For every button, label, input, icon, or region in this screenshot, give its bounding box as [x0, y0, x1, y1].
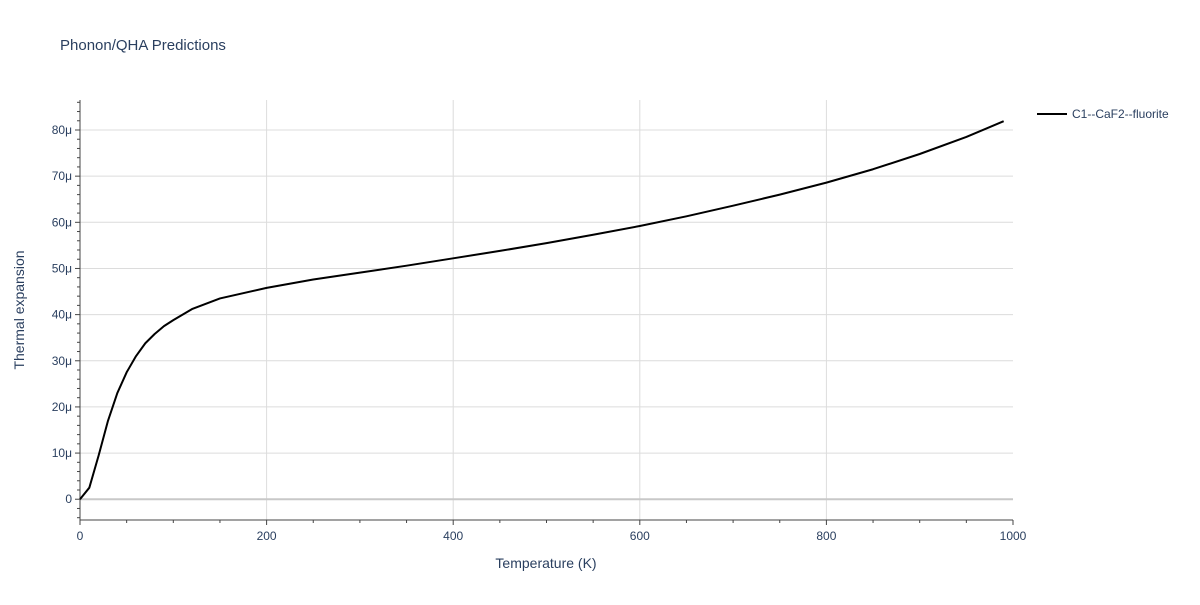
y-axis-title: Thermal expansion — [11, 250, 27, 369]
x-tick-label: 600 — [630, 529, 650, 543]
y-tick-label: 70μ — [52, 169, 72, 183]
y-tick-label: 10μ — [52, 446, 72, 460]
series-layer — [79, 120, 1005, 500]
axes — [75, 100, 1014, 525]
series-line-c1-caf2-fluorite — [79, 120, 1005, 500]
y-tick-label: 30μ — [52, 354, 72, 368]
y-tick-label: 20μ — [52, 400, 72, 414]
x-tick-label: 0 — [77, 529, 84, 543]
legend-label-c1-caf2-fluorite: C1--CaF2--fluorite — [1072, 107, 1169, 121]
y-tick-label: 60μ — [52, 215, 72, 229]
y-tick-label: 40μ — [52, 308, 72, 322]
y-tick-label: 80μ — [52, 123, 72, 137]
legend[interactable]: C1--CaF2--fluorite — [1037, 107, 1169, 121]
grid-lines — [80, 100, 1013, 520]
x-tick-label: 1000 — [1000, 529, 1027, 543]
x-tick-label: 400 — [443, 529, 463, 543]
x-tick-label: 200 — [257, 529, 277, 543]
y-tick-label: 0 — [65, 492, 72, 506]
chart-title: Phonon/QHA Predictions — [60, 37, 226, 54]
x-axis-title: Temperature (K) — [495, 555, 596, 571]
y-tick-label: 50μ — [52, 261, 72, 275]
x-tick-label: 800 — [816, 529, 836, 543]
tick-labels: 0 200 400 600 800 1000 0 10μ 20μ 30μ 40μ 50μ 60μ 70μ 8… — [52, 123, 1027, 543]
